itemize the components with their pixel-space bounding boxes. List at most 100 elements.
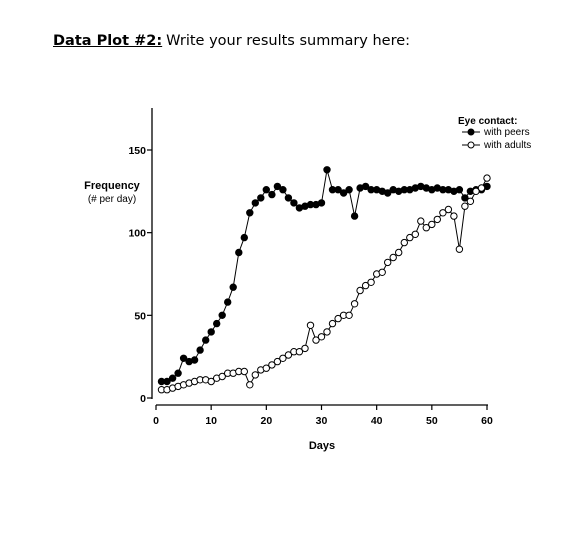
legend-peers-marker — [467, 128, 475, 136]
point-adults — [384, 258, 392, 267]
point-peers — [262, 186, 270, 194]
point-peers — [273, 182, 282, 191]
point-adults — [345, 311, 353, 319]
point-adults — [328, 319, 337, 328]
page-heading: Data Plot #2: Write your results summary … — [53, 33, 410, 49]
y-tick-label: 50 — [134, 310, 146, 322]
point-adults — [389, 253, 397, 262]
point-peers — [334, 186, 342, 194]
point-peers — [384, 189, 392, 197]
point-adults — [323, 328, 331, 336]
y-tick-label: 150 — [128, 145, 146, 157]
point-adults — [334, 314, 342, 323]
point-adults — [472, 187, 480, 196]
point-adults — [378, 268, 386, 276]
point-peers — [317, 199, 326, 207]
point-adults — [284, 351, 293, 359]
point-peers — [350, 212, 359, 220]
point-adults — [367, 278, 375, 286]
legend-adults-marker — [467, 141, 475, 149]
point-peers — [163, 377, 171, 386]
point-peers — [345, 186, 353, 194]
y-tick-label: 0 — [140, 393, 146, 405]
point-adults — [450, 212, 458, 220]
point-peers — [279, 186, 287, 194]
point-peers — [268, 190, 276, 199]
legend-peers-label: with peers — [483, 127, 530, 138]
point-adults — [240, 367, 249, 376]
point-peers — [251, 199, 260, 207]
point-adults — [361, 281, 370, 290]
point-peers — [361, 182, 370, 191]
x-axis-title: Days — [309, 440, 335, 452]
point-adults — [417, 217, 425, 225]
point-adults — [312, 336, 320, 344]
point-adults — [279, 354, 287, 362]
point-peers — [290, 199, 298, 207]
legend-title: Eye contact: — [458, 116, 517, 127]
point-adults — [268, 361, 276, 369]
point-adults — [251, 371, 260, 379]
legend: Eye contact: with peers with adults — [458, 116, 531, 151]
heading-text: Write your results summary here: — [166, 33, 411, 49]
point-peers — [202, 336, 210, 344]
point-adults — [306, 321, 315, 329]
point-peers — [213, 319, 221, 328]
point-adults — [301, 344, 309, 353]
point-adults — [433, 215, 441, 224]
point-adults — [207, 377, 215, 386]
series-line — [161, 177, 488, 391]
point-peers — [235, 248, 243, 257]
point-adults — [273, 357, 282, 366]
point-peers — [174, 369, 182, 377]
x-tick-label: 30 — [316, 415, 328, 427]
heading-label: Data Plot #2: — [53, 33, 163, 49]
point-adults — [483, 174, 491, 182]
point-adults — [477, 184, 486, 192]
point-peers — [461, 194, 469, 202]
x-tick-label: 40 — [371, 415, 383, 427]
point-adults — [295, 348, 304, 356]
y-axis-subtitle: (# per day) — [88, 194, 136, 205]
point-adults — [395, 248, 403, 257]
point-peers — [207, 328, 215, 336]
x-tick-label: 50 — [426, 415, 438, 427]
series-with-peers — [157, 166, 491, 386]
point-adults — [466, 197, 475, 206]
point-peers — [224, 298, 232, 306]
x-tick-label: 20 — [260, 415, 272, 427]
point-peers — [455, 186, 464, 194]
point-adults — [246, 381, 254, 389]
legend-adults-label: with adults — [483, 140, 531, 151]
point-adults — [428, 220, 436, 229]
point-adults — [406, 233, 414, 242]
point-adults — [400, 238, 408, 247]
y-axis-title: Frequency — [84, 180, 141, 192]
chart-axes: 0 50 100 150 0 10 20 30 40 50 60 — [128, 108, 493, 427]
point-adults — [356, 286, 364, 295]
point-adults — [444, 205, 453, 214]
x-tick-label: 60 — [481, 415, 493, 427]
point-peers — [179, 354, 188, 362]
point-peers — [190, 356, 199, 364]
point-adults — [262, 364, 270, 372]
point-adults — [218, 372, 226, 381]
point-adults — [317, 333, 326, 341]
point-adults — [455, 245, 464, 253]
point-peers — [246, 209, 254, 217]
point-peers — [323, 166, 331, 174]
point-peers — [284, 194, 293, 202]
point-peers — [229, 283, 237, 291]
point-peers — [196, 346, 204, 354]
chart-series — [157, 166, 491, 394]
point-adults — [411, 230, 419, 239]
x-tick-label: 0 — [153, 415, 159, 427]
series-with-adults — [157, 174, 491, 394]
point-adults — [461, 202, 469, 210]
point-peers — [257, 194, 265, 202]
point-peers — [339, 189, 348, 197]
y-tick-label: 100 — [128, 228, 146, 240]
x-tick-label: 10 — [205, 415, 217, 427]
point-adults — [439, 209, 447, 217]
